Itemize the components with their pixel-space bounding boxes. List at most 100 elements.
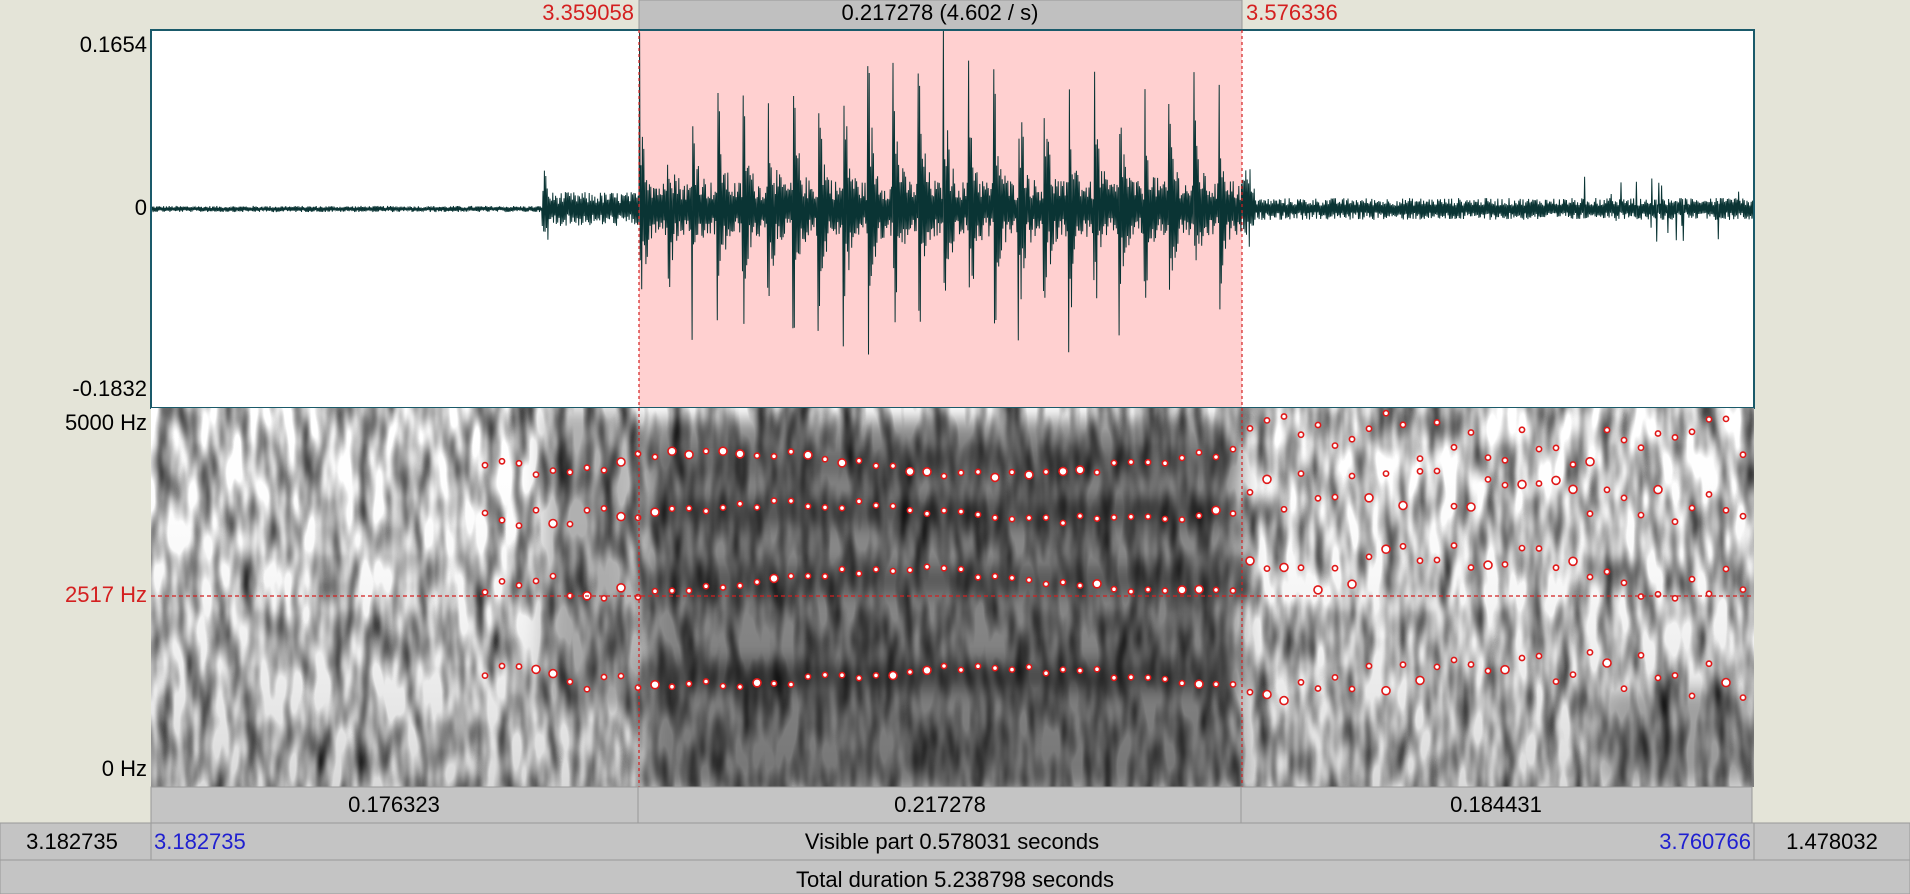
total-duration-box[interactable] xyxy=(0,859,1910,894)
formant-point xyxy=(1314,494,1322,502)
formant-point xyxy=(617,672,625,680)
formant-point xyxy=(1552,564,1560,572)
formant-point xyxy=(685,504,693,512)
selection-start: 3.359058 xyxy=(542,0,634,25)
formant-point xyxy=(1722,415,1730,423)
formant-point xyxy=(974,511,982,518)
spectrogram[interactable] xyxy=(151,408,1754,790)
wave-zero-label: 0 xyxy=(135,195,147,220)
formant-point xyxy=(1365,425,1373,433)
formant-point xyxy=(1535,480,1543,487)
formant-point xyxy=(1127,588,1135,595)
formant-point xyxy=(1246,488,1254,496)
formant-point xyxy=(1739,451,1747,459)
formant-point xyxy=(1178,516,1186,523)
left-total-box[interactable] xyxy=(0,822,152,861)
formant-point xyxy=(1501,561,1509,568)
formant-point xyxy=(1467,429,1475,436)
formant-point xyxy=(719,682,727,690)
formant-point xyxy=(685,587,693,595)
formant-point xyxy=(1705,660,1713,668)
formant-point xyxy=(872,672,880,679)
formant-point xyxy=(1161,459,1169,467)
formant-point xyxy=(1501,481,1509,489)
segment-right[interactable] xyxy=(1240,786,1753,824)
selection-bar[interactable] xyxy=(638,0,1243,31)
formant-point xyxy=(1246,424,1254,432)
formant-point xyxy=(634,450,642,458)
formant-point xyxy=(1517,479,1527,490)
formant-point xyxy=(1076,512,1084,520)
formant-point xyxy=(1671,672,1679,679)
glottal-striation xyxy=(645,420,651,780)
glottal-striation xyxy=(866,420,873,780)
formant-point xyxy=(1262,474,1272,485)
formant-point xyxy=(515,663,523,670)
glottal-striation xyxy=(1087,420,1094,780)
formant-point xyxy=(481,672,489,679)
formant-point xyxy=(787,572,795,580)
formant-point xyxy=(1076,667,1084,674)
formant-point xyxy=(1314,421,1322,429)
formant-point xyxy=(1008,468,1016,476)
formant-point xyxy=(498,578,506,585)
formant-point xyxy=(1535,445,1543,453)
formant-point xyxy=(1229,445,1237,453)
formant-point xyxy=(583,506,591,514)
formant-point xyxy=(888,670,898,681)
formant-point xyxy=(787,497,795,505)
formant-point xyxy=(1092,578,1102,589)
formant-point xyxy=(1110,459,1118,467)
formant-point xyxy=(838,671,846,679)
formant-point xyxy=(1025,663,1033,671)
formant-point xyxy=(1552,678,1560,685)
formant-point xyxy=(531,664,541,675)
glottal-striation xyxy=(718,420,725,780)
formant-point xyxy=(1415,675,1425,686)
formant-point xyxy=(532,506,540,514)
formant-point xyxy=(1637,511,1645,519)
formant-point xyxy=(906,566,914,574)
formant-point xyxy=(566,678,574,686)
formant-point xyxy=(1059,666,1067,673)
right-total-box[interactable] xyxy=(1753,822,1910,861)
formant-point xyxy=(787,448,795,456)
formant-point xyxy=(1466,502,1476,512)
formant-point xyxy=(1364,492,1374,503)
formant-point xyxy=(1568,556,1578,567)
formant-point xyxy=(650,507,660,518)
formant-point xyxy=(719,584,727,591)
formant-point xyxy=(1194,679,1204,690)
formant-point xyxy=(974,468,982,476)
formant-point xyxy=(1177,585,1187,595)
formant-point xyxy=(906,506,914,514)
formant-point xyxy=(1500,664,1510,675)
formant-point xyxy=(1110,585,1118,593)
formant-point xyxy=(1279,562,1289,573)
formant-point xyxy=(1042,514,1050,521)
glottal-striation xyxy=(1210,420,1217,780)
formant-point xyxy=(668,683,676,691)
formant-point xyxy=(1653,484,1663,495)
formant-point xyxy=(769,573,779,584)
glottal-striation xyxy=(1063,420,1070,780)
waveform xyxy=(151,30,1754,355)
formant-point xyxy=(1399,421,1407,429)
tail-energy xyxy=(1600,690,1754,780)
formant-point xyxy=(1127,513,1135,521)
formant-point xyxy=(940,472,948,480)
formant-point xyxy=(872,462,880,470)
segment-selection[interactable] xyxy=(637,786,1242,824)
formant-point xyxy=(1603,486,1611,494)
visible-part: Visible part 0.578031 seconds xyxy=(805,829,1099,854)
formant-point xyxy=(957,469,965,477)
formant-point xyxy=(889,502,897,510)
formant-point xyxy=(1450,542,1458,549)
formant-point xyxy=(803,450,813,460)
glottal-striation xyxy=(1014,420,1020,780)
formant-point xyxy=(566,520,574,528)
formant-point xyxy=(1127,458,1135,466)
formant-point xyxy=(1262,689,1272,700)
visible-part-box[interactable] xyxy=(150,822,1755,861)
